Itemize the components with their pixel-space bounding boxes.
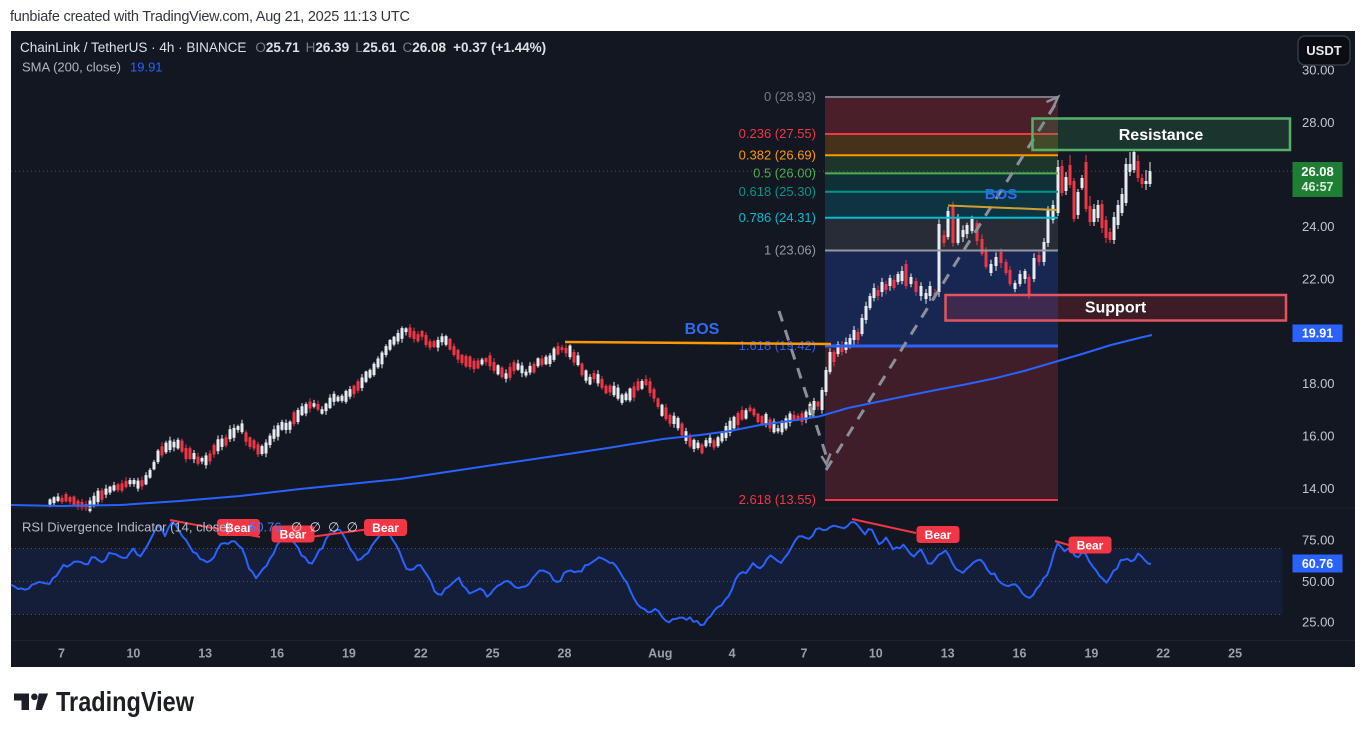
svg-text:13: 13 <box>198 647 212 661</box>
svg-text:Aug: Aug <box>648 647 672 661</box>
svg-text:60.76: 60.76 <box>1302 557 1333 571</box>
svg-text:10: 10 <box>869 647 883 661</box>
svg-text:50.00: 50.00 <box>1302 574 1335 589</box>
svg-text:16.00: 16.00 <box>1302 429 1335 444</box>
svg-text:19: 19 <box>1084 647 1098 661</box>
svg-text:Resistance: Resistance <box>1119 127 1204 144</box>
svg-text:0.5 (26.00): 0.5 (26.00) <box>753 166 816 181</box>
svg-text:0.382 (26.69): 0.382 (26.69) <box>739 148 816 163</box>
svg-text:22: 22 <box>414 647 428 661</box>
svg-text:7: 7 <box>58 647 65 661</box>
svg-text:7: 7 <box>801 647 808 661</box>
svg-text:funbiafe created with TradingV: funbiafe created with TradingView.com, A… <box>10 9 410 25</box>
svg-text:10: 10 <box>126 647 140 661</box>
svg-text:∅ ∅ ∅ ∅: ∅ ∅ ∅ ∅ <box>291 520 358 535</box>
svg-text:Bear: Bear <box>925 528 952 542</box>
svg-text:16: 16 <box>1013 647 1027 661</box>
svg-text:28: 28 <box>558 647 572 661</box>
svg-text:25.00: 25.00 <box>1302 615 1335 630</box>
svg-text:24.00: 24.00 <box>1302 219 1335 234</box>
svg-text:1.618 (19.42): 1.618 (19.42) <box>739 338 816 353</box>
svg-text:RSI Divergence Indicator (14,: RSI Divergence Indicator (14, close) <box>22 520 231 535</box>
svg-text:0.236 (27.55): 0.236 (27.55) <box>739 126 816 141</box>
svg-text:Bear: Bear <box>372 521 399 535</box>
svg-text:13: 13 <box>941 647 955 661</box>
svg-text:18.00: 18.00 <box>1302 376 1335 391</box>
svg-text:0.618 (25.30): 0.618 (25.30) <box>739 184 816 199</box>
svg-text:26.08: 26.08 <box>1301 164 1334 179</box>
svg-text:2.618 (13.55): 2.618 (13.55) <box>739 492 816 507</box>
svg-text:30.00: 30.00 <box>1302 63 1335 78</box>
svg-text:Bear: Bear <box>1077 539 1104 553</box>
svg-text:22: 22 <box>1156 647 1170 661</box>
svg-text:22.00: 22.00 <box>1302 272 1335 287</box>
svg-text:TradingView: TradingView <box>56 686 194 717</box>
svg-text:1 (23.06): 1 (23.06) <box>764 243 816 258</box>
svg-text:19.91: 19.91 <box>130 60 163 75</box>
svg-text:USDT: USDT <box>1306 43 1341 58</box>
svg-text:Bear: Bear <box>280 528 307 542</box>
svg-text:4: 4 <box>729 647 736 661</box>
svg-text:16: 16 <box>270 647 284 661</box>
svg-text:ChainLink / TetherUS · 4h · BI: ChainLink / TetherUS · 4h · BINANCE O25.7… <box>20 40 546 55</box>
svg-text:19.91: 19.91 <box>1302 327 1333 341</box>
svg-text:25: 25 <box>486 647 500 661</box>
svg-text:60.76: 60.76 <box>249 520 282 535</box>
svg-text:Bear: Bear <box>225 521 252 535</box>
svg-text:75.00: 75.00 <box>1302 533 1335 548</box>
svg-text:BOS: BOS <box>985 186 1018 203</box>
svg-text:46:57: 46:57 <box>1302 180 1334 194</box>
svg-text:19: 19 <box>342 647 356 661</box>
svg-text:0 (28.93): 0 (28.93) <box>764 89 816 104</box>
svg-text:14.00: 14.00 <box>1302 481 1335 496</box>
svg-text:Support: Support <box>1085 300 1147 317</box>
svg-text:SMA (200, close): SMA (200, close) <box>22 60 121 75</box>
svg-text:BOS: BOS <box>685 321 720 338</box>
svg-text:25: 25 <box>1228 647 1242 661</box>
svg-text:0.786 (24.31): 0.786 (24.31) <box>739 210 816 225</box>
svg-text:28.00: 28.00 <box>1302 115 1335 130</box>
